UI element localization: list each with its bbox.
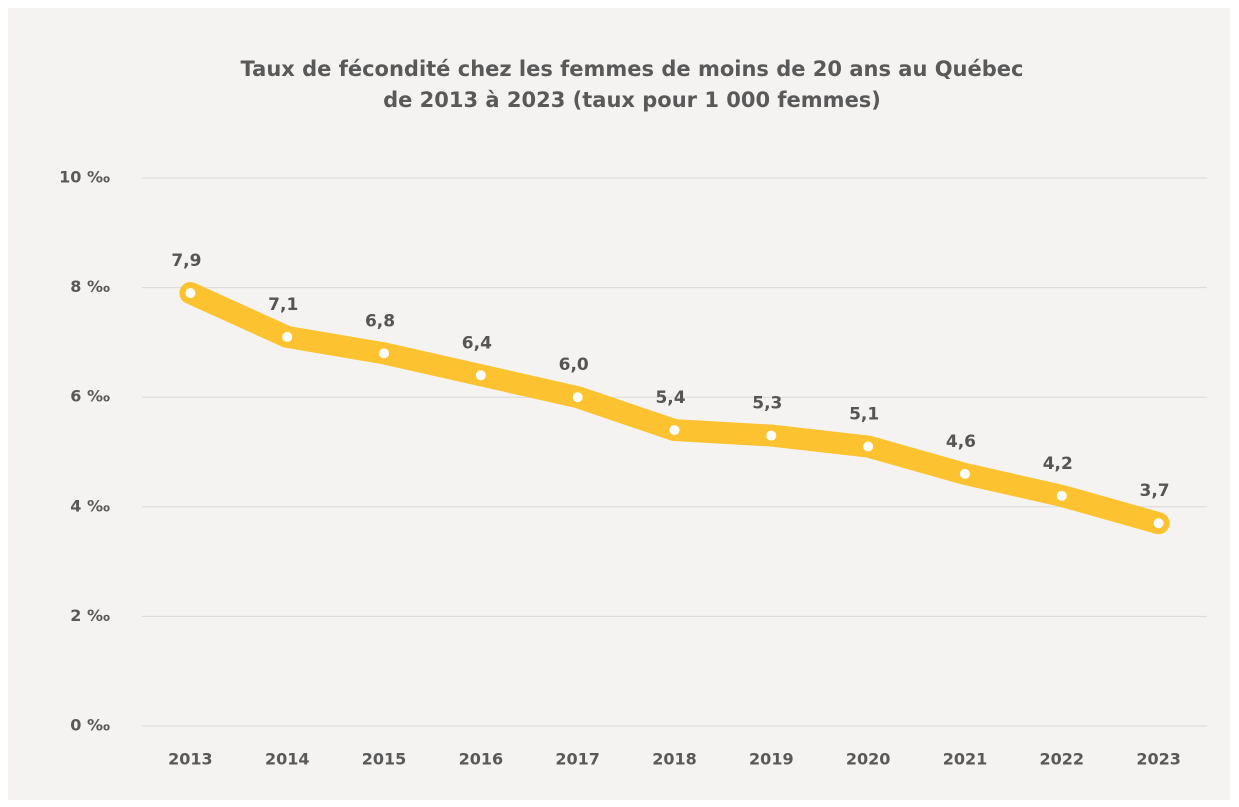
x-tick-label: 2018 [652,750,697,769]
data-point [1056,490,1067,501]
x-tick-label: 2023 [1136,750,1181,769]
y-tick-label: 2 ‰ [70,606,110,625]
y-tick-label: 8 ‰ [70,277,110,296]
data-label: 7,9 [171,251,201,271]
data-point [1153,518,1164,529]
data-label: 5,4 [655,388,685,408]
data-label: 5,1 [849,405,879,425]
x-tick-label: 2022 [1040,750,1085,769]
data-label: 4,2 [1043,454,1073,474]
x-tick-label: 2016 [459,750,504,769]
data-label: 6,8 [365,311,395,331]
y-tick-label: 6 ‰ [70,387,110,406]
data-label: 6,4 [462,333,492,353]
chart-title: de 2013 à 2023 (taux pour 1 000 femmes) [383,88,881,112]
data-label: 4,6 [946,432,976,452]
data-point [185,288,196,299]
x-tick-label: 2019 [749,750,794,769]
data-point [959,468,970,479]
data-label: 6,0 [559,355,589,375]
data-label: 7,1 [268,295,298,315]
data-label: 5,3 [752,394,782,414]
chart-title: Taux de fécondité chez les femmes de moi… [241,57,1024,81]
y-tick-label: 4 ‰ [70,496,110,515]
data-point [475,370,486,381]
x-tick-label: 2021 [943,750,988,769]
data-label: 3,7 [1140,481,1170,501]
x-tick-label: 2015 [362,750,407,769]
data-point [766,430,777,441]
x-tick-label: 2020 [846,750,891,769]
data-point [669,425,680,436]
x-tick-label: 2017 [555,750,600,769]
x-tick-label: 2013 [168,750,213,769]
x-tick-label: 2014 [265,750,310,769]
data-point [282,331,293,342]
data-point [572,392,583,403]
data-point [379,348,390,359]
data-point [863,441,874,452]
y-tick-label: 0 ‰ [70,716,110,735]
y-tick-label: 10 ‰ [59,168,110,187]
